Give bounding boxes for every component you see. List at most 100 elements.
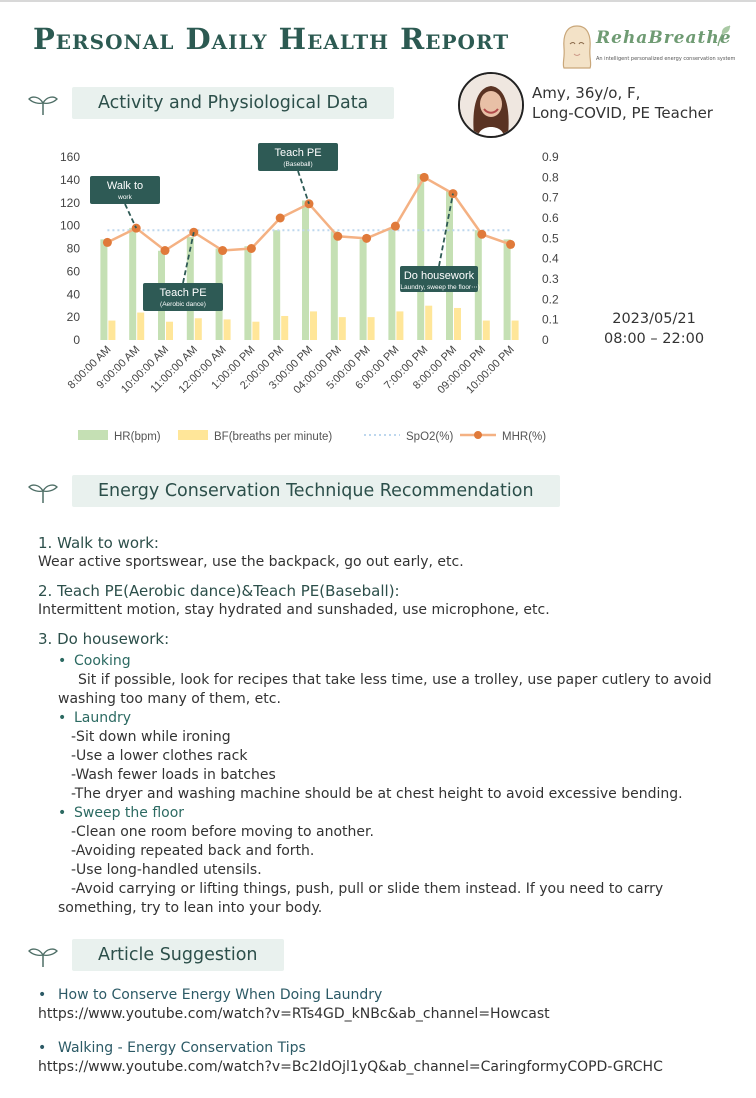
mhr-point — [362, 233, 372, 243]
y-left-tick-label: 60 — [67, 264, 81, 278]
sub-laundry-title: Laundry — [74, 710, 132, 726]
legend-swatch — [178, 430, 208, 440]
bullet: • — [38, 987, 47, 1003]
profile-line-2: Long-COVID, PE Teacher — [532, 104, 713, 122]
article-title[interactable]: • Walking - Energy Conservation Tips — [38, 1039, 738, 1058]
recommendation-body: 1. Walk to work: Wear active sportswear,… — [38, 534, 738, 918]
sweep-item: -Clean one room before moving to another… — [71, 824, 374, 840]
hr-bar — [503, 239, 511, 340]
top-rule — [0, 0, 756, 2]
annotation-connector — [297, 170, 310, 205]
profile-info: Amy, 36y/o, F, Long-COVID, PE Teacher — [532, 83, 713, 123]
rec-item-2-title: 2. Teach PE(Aerobic dance)&Teach PE(Base… — [38, 582, 400, 600]
bf-bar — [310, 311, 317, 340]
hr-bar — [359, 239, 367, 340]
y-left-tick-label: 40 — [67, 287, 81, 301]
bullet: • — [58, 805, 67, 821]
laundry-item: -Use a lower clothes rack — [71, 748, 248, 764]
y-right-tick-label: 0.3 — [542, 272, 559, 286]
bf-bar — [454, 307, 461, 340]
activity-chart: 0 20 40 60 80 100 120 140 160 0 0.1 0.2 0.3 0.4 0.5 0.6… — [60, 143, 559, 443]
article-url[interactable]: https://www.youtube.com/watch?v=RTs4GD_k… — [38, 1006, 550, 1022]
mhr-point — [246, 244, 256, 253]
profile-avatar — [458, 72, 524, 138]
sub-sweep: • Sweep the floor — [38, 804, 738, 823]
mhr-point — [160, 246, 170, 256]
annotation-sublabel: work — [117, 194, 132, 201]
section-title-activity: Activity and Physiological Data — [72, 87, 395, 119]
annotation-connector — [438, 193, 454, 267]
mhr-point — [506, 239, 516, 249]
y-left-tick-label: 0 — [73, 333, 80, 347]
section-title-articles: Article Suggestion — [72, 939, 284, 971]
sub-sweep-title: Sweep the floor — [74, 805, 185, 821]
rec-item-1-text: Wear active sportswear, use the backpack… — [38, 554, 464, 570]
y-right-tick-label: 0.9 — [542, 150, 559, 164]
bf-bar — [396, 311, 404, 340]
bf-bar — [425, 305, 433, 340]
annotation-box — [143, 283, 223, 311]
annotation-sublabel: (Baseball) — [283, 161, 312, 168]
hr-bar — [417, 174, 425, 340]
rehabreathe-logo: RehaBreathe An intelligent personalized … — [560, 22, 740, 74]
bf-bar — [108, 320, 116, 340]
annotation-connector — [124, 203, 138, 229]
article-title[interactable]: • How to Conserve Energy When Doing Laund… — [38, 986, 738, 1005]
report-date: 2023/05/21 08:00 – 22:00 — [604, 309, 704, 349]
legend-label: HR(bpm) — [114, 431, 161, 443]
sprout-icon — [28, 948, 58, 967]
bf-bar — [367, 317, 375, 340]
bullet: • — [58, 710, 67, 726]
page-title: Personal Daily Health Report — [33, 22, 510, 56]
logo-tagline: An intelligent personalized energy conse… — [596, 56, 736, 62]
annotation-box — [258, 143, 338, 171]
hr-bar — [129, 227, 137, 340]
annotation-label: Teach PE — [159, 287, 206, 299]
y-right-tick-label: 0.5 — [542, 231, 559, 245]
annotation-label: Teach PE — [274, 147, 321, 159]
legend-label: MHR(%) — [502, 431, 546, 443]
hr-bar — [446, 191, 453, 340]
leaf-icon — [717, 25, 731, 47]
laundry-item: -Wash fewer loads in batches — [71, 767, 276, 783]
rec-item-1-title: 1. Walk to work: — [38, 534, 159, 552]
bullet: • — [38, 1040, 47, 1056]
article-url[interactable]: https://www.youtube.com/watch?v=Bc2IdOjl… — [38, 1059, 663, 1075]
y-left-tick-label: 140 — [60, 173, 80, 187]
hr-bar — [244, 246, 252, 340]
annotation-label: Walk to — [107, 180, 143, 192]
y-left-tick-label: 160 — [60, 150, 80, 164]
bf-bar — [281, 315, 289, 340]
y-left-tick-label: 20 — [67, 310, 81, 324]
laundry-item: -The dryer and washing machine should be… — [71, 786, 683, 802]
y-right-tick-label: 0.7 — [542, 191, 559, 205]
mhr-point — [419, 172, 429, 182]
hr-bar — [100, 239, 108, 340]
sub-laundry: • Laundry — [38, 709, 738, 728]
sprout-icon — [28, 96, 58, 115]
y-left-tick-label: 100 — [60, 219, 80, 233]
sub-cooking-title: Cooking — [74, 653, 131, 669]
bf-bar — [338, 317, 346, 340]
logo-wordmark: RehaBreathe — [596, 28, 732, 48]
bf-bar — [511, 320, 519, 340]
mhr-point — [102, 237, 112, 247]
annotation-box — [90, 176, 160, 204]
bf-bar — [223, 319, 231, 340]
article-title-text: How to Conserve Energy When Doing Laundr… — [58, 987, 383, 1003]
annotation-sublabel: (Aerobic dance) — [160, 301, 206, 308]
article-list: • How to Conserve Energy When Doing Laund… — [38, 986, 738, 1077]
rec-item-3-title: 3. Do housework: — [38, 630, 170, 648]
y-right-tick-label: 0.8 — [542, 170, 559, 184]
person-photo-icon — [460, 74, 522, 136]
bf-bar — [194, 318, 202, 340]
y-right-tick-label: 0.1 — [542, 313, 559, 327]
hr-bar — [474, 230, 482, 340]
legend-label: BF(breaths per minute) — [214, 431, 332, 443]
y-left-tick-label: 80 — [67, 242, 81, 256]
hr-bar — [388, 227, 396, 340]
hr-bar — [273, 230, 281, 340]
report-time-range: 08:00 – 22:00 — [604, 331, 705, 347]
sub-cooking: • Cooking — [38, 652, 738, 671]
annotation-box — [400, 266, 478, 292]
